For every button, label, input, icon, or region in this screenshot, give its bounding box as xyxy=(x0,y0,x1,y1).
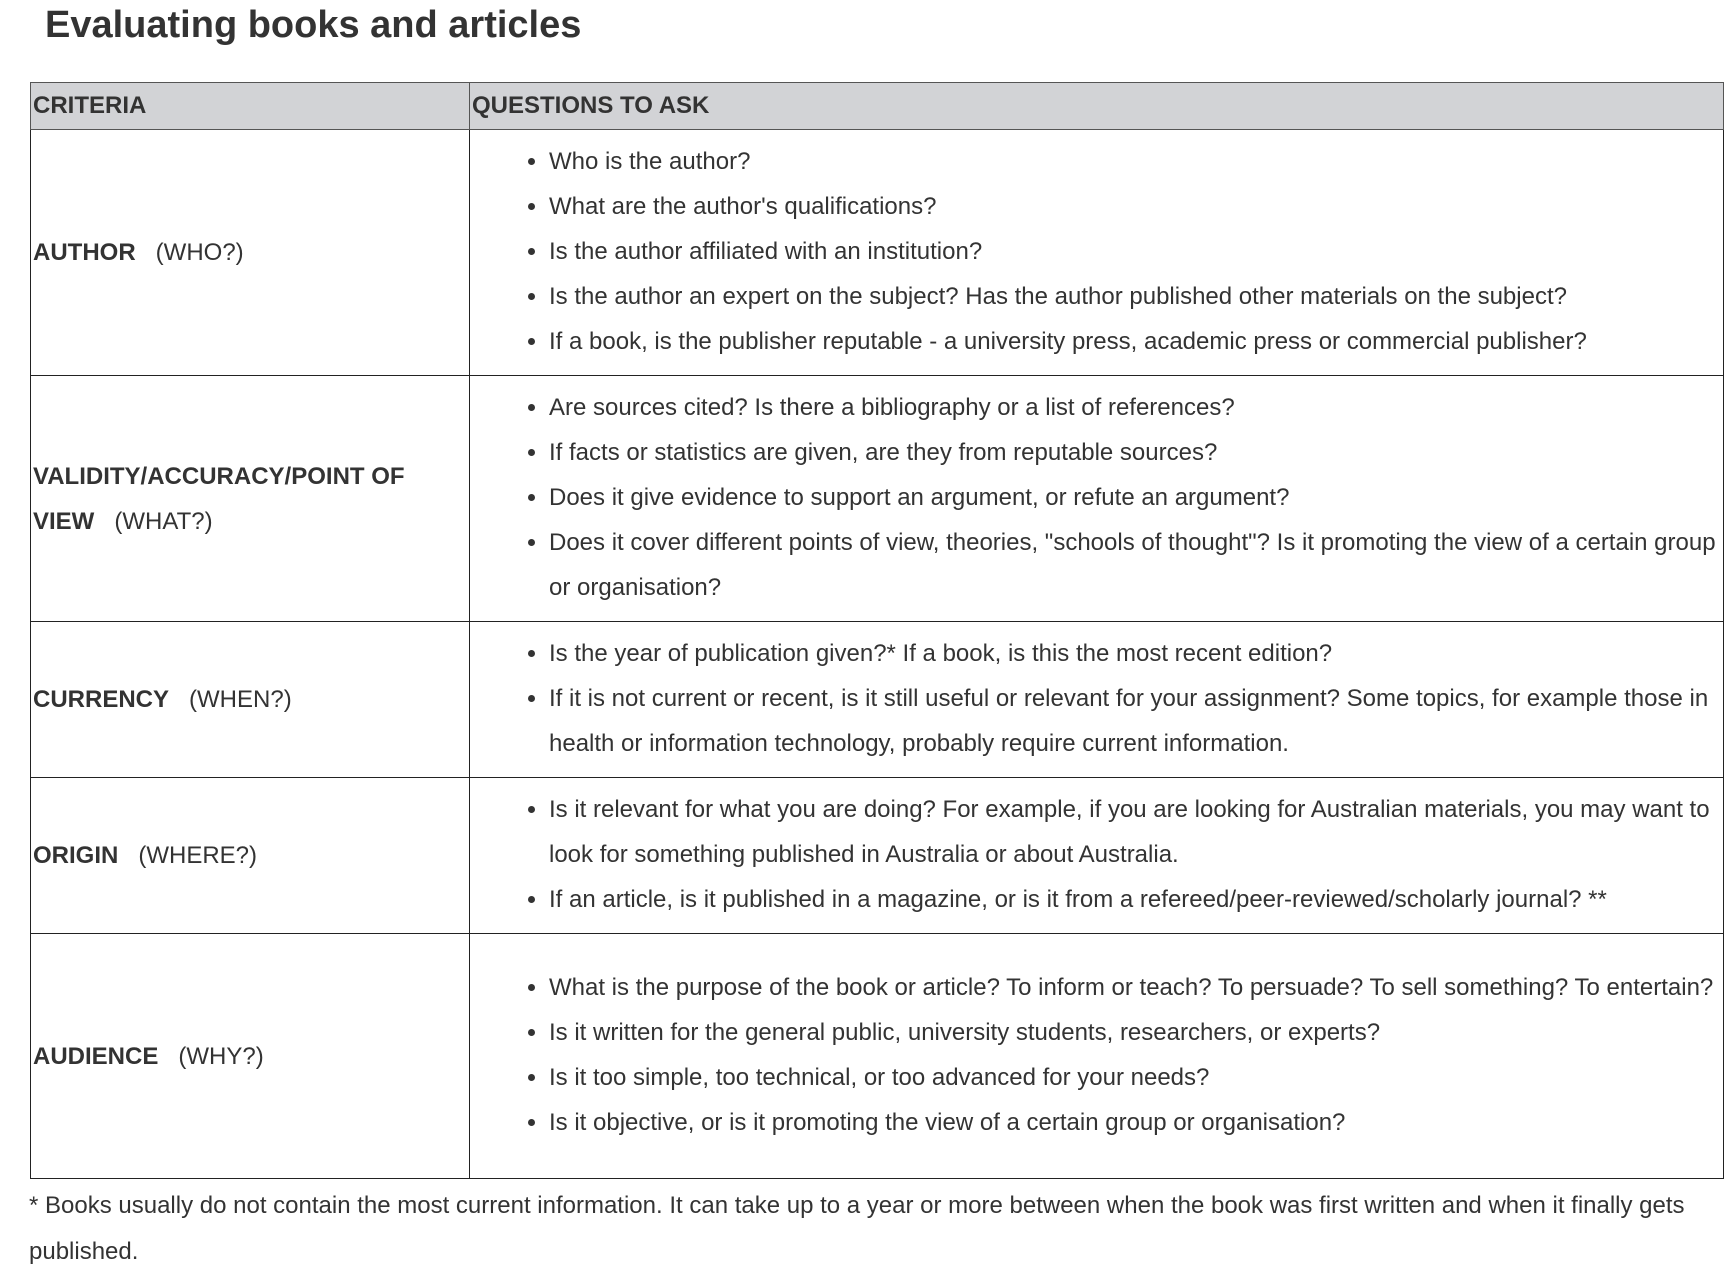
question-item: Is the author an expert on the subject? … xyxy=(549,274,1721,319)
questions-cell: Is it relevant for what you are doing? F… xyxy=(469,777,1724,934)
question-item: If facts or statistics are given, are th… xyxy=(549,430,1721,475)
criteria-cell: VALIDITY/ACCURACY/POINT OF VIEW (WHAT?) xyxy=(30,375,470,622)
question-item: Who is the author? xyxy=(549,139,1721,184)
questions-list: Is it relevant for what you are doing? F… xyxy=(472,787,1721,922)
page-title: Evaluating books and articles xyxy=(45,4,582,46)
criteria-name: AUDIENCE xyxy=(33,1042,159,1070)
criteria-qualifier: (WHY?) xyxy=(178,1042,264,1070)
criteria-qualifier: (WHERE?) xyxy=(138,842,258,869)
question-item: Is the year of publication given?* If a … xyxy=(549,631,1721,676)
table-row: VALIDITY/ACCURACY/POINT OF VIEW (WHAT?) A… xyxy=(30,375,1724,622)
question-item: Is it too simple, too technical, or too … xyxy=(549,1055,1721,1100)
question-item: What is the purpose of the book or artic… xyxy=(549,965,1721,1010)
question-item: Does it give evidence to support an argu… xyxy=(549,475,1721,520)
question-item: If a book, is the publisher reputable - … xyxy=(549,319,1721,364)
question-item: Is it objective, or is it promoting the … xyxy=(549,1100,1721,1145)
questions-list: What is the purpose of the book or artic… xyxy=(472,965,1721,1145)
header-criteria: CRITERIA xyxy=(30,82,470,130)
header-questions: QUESTIONS TO ASK xyxy=(469,82,1724,130)
question-item: Is the author affiliated with an institu… xyxy=(549,229,1721,274)
criteria-cell: ORIGIN (WHERE?) xyxy=(30,777,470,934)
questions-cell: Are sources cited? Is there a bibliograp… xyxy=(469,375,1724,622)
table-row: CURRENCY (WHEN?) Is the year of publicati… xyxy=(30,621,1724,778)
criteria-name: CURRENCY xyxy=(33,686,170,713)
question-item: Are sources cited? Is there a bibliograp… xyxy=(549,385,1721,430)
question-item: If an article, is it published in a maga… xyxy=(549,877,1721,922)
criteria-qualifier: (WHO?) xyxy=(155,239,244,266)
question-item: Is it relevant for what you are doing? F… xyxy=(549,787,1721,877)
criteria-name: AUTHOR xyxy=(33,239,136,266)
question-item: What are the author's qualifications? xyxy=(549,184,1721,229)
footnote: * Books usually do not contain the most … xyxy=(29,1192,1685,1265)
table-row: ORIGIN (WHERE?) Is it relevant for what y… xyxy=(30,777,1724,934)
questions-list: Are sources cited? Is there a bibliograp… xyxy=(472,385,1721,610)
questions-list: Is the year of publication given?* If a … xyxy=(472,631,1721,766)
criteria-table: CRITERIA QUESTIONS TO ASK AUTHOR (WHO?)W… xyxy=(30,82,1724,1179)
criteria-cell: AUDIENCE (WHY?) xyxy=(30,933,470,1179)
questions-cell: Is the year of publication given?* If a … xyxy=(469,621,1724,778)
table-row: AUTHOR (WHO?)Who is the author?What are … xyxy=(30,129,1724,376)
criteria-cell: CURRENCY (WHEN?) xyxy=(30,621,470,778)
question-item: Is it written for the general public, un… xyxy=(549,1010,1721,1055)
criteria-name: ORIGIN xyxy=(33,842,119,869)
criteria-qualifier: (WHEN?) xyxy=(189,686,292,713)
questions-list: Who is the author?What are the author's … xyxy=(472,139,1721,364)
questions-cell: What is the purpose of the book or artic… xyxy=(469,933,1724,1179)
question-item: Does it cover different points of view, … xyxy=(549,520,1721,610)
criteria-qualifier: (WHAT?) xyxy=(114,507,213,535)
criteria-name: VALIDITY/ACCURACY/POINT OF VIEW xyxy=(33,462,405,535)
questions-cell: Who is the author?What are the author's … xyxy=(469,129,1724,376)
table-row: AUDIENCE (WHY?) What is the purpose of th… xyxy=(30,933,1724,1179)
question-item: If it is not current or recent, is it st… xyxy=(549,676,1721,766)
table-header-row: CRITERIA QUESTIONS TO ASK xyxy=(30,82,1724,130)
criteria-cell: AUTHOR (WHO?) xyxy=(30,129,470,376)
